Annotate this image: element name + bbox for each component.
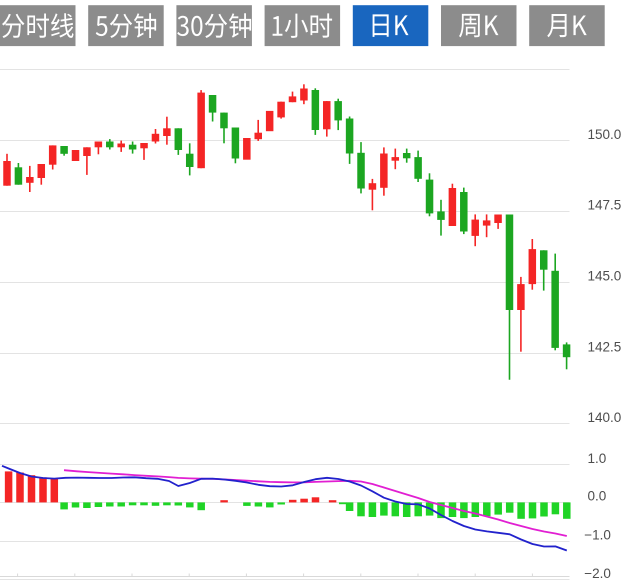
svg-text:150.0: 150.0 [588, 127, 622, 142]
svg-text:142.5: 142.5 [588, 339, 622, 354]
svg-text:−2.0: −2.0 [584, 566, 611, 580]
svg-text:140.0: 140.0 [588, 410, 622, 425]
svg-text:−1.0: −1.0 [584, 528, 611, 543]
svg-text:147.5: 147.5 [588, 198, 622, 213]
svg-text:145.0: 145.0 [588, 269, 622, 284]
svg-text:0.0: 0.0 [588, 489, 607, 504]
svg-text:1.0: 1.0 [588, 451, 607, 466]
